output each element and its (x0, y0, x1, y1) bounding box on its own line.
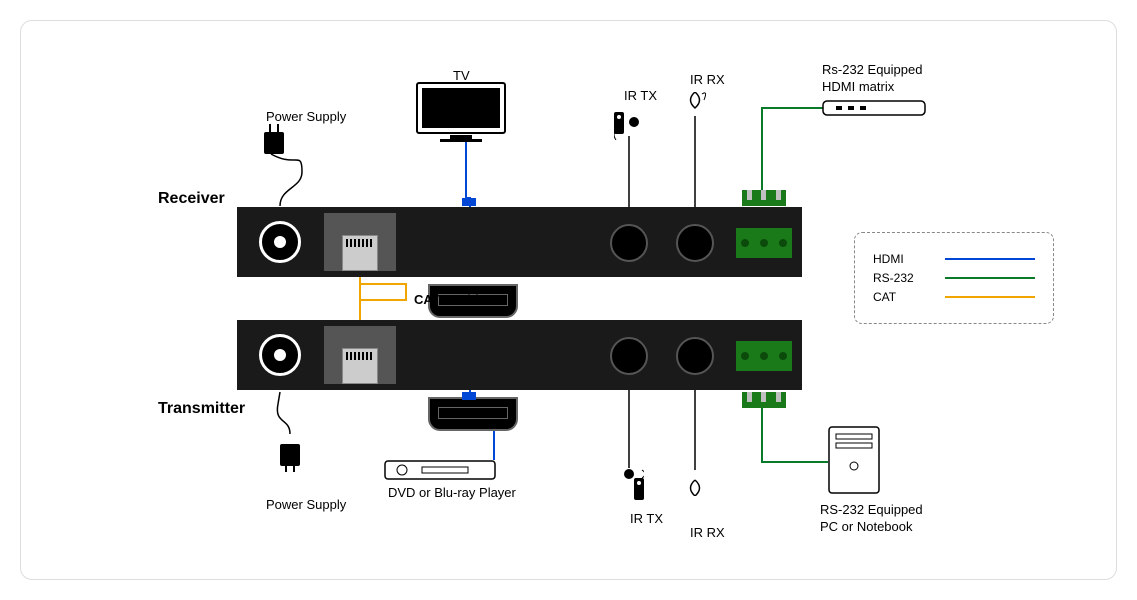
rs232-matrix-label-2: HDMI matrix (822, 79, 894, 94)
tv-label: TV (453, 68, 470, 83)
transmitter-hdmi-port (428, 397, 518, 431)
power-adapter-bottom (276, 436, 306, 477)
tv-icon (416, 82, 506, 149)
ir-tx-bottom-icon (614, 468, 644, 507)
transmitter-phoenix-port (736, 341, 792, 371)
legend-line (945, 296, 1035, 298)
legend-label: HDMI (873, 252, 904, 266)
legend-box: HDMI RS-232 CAT (854, 232, 1054, 324)
transmitter-label: Transmitter (158, 400, 245, 418)
receiver-phoenix-port (736, 228, 792, 258)
dvd-player-icon (384, 460, 496, 487)
legend-line (945, 277, 1035, 279)
ir-rx-bottom-icon (684, 470, 706, 501)
receiver-irrx-jack (676, 224, 714, 262)
rj45-plug-icon (342, 348, 378, 384)
legend-line (945, 258, 1035, 260)
legend-label: RS-232 (873, 271, 914, 285)
transmitter-irrx-jack (676, 337, 714, 375)
transmitter-rj45-port (324, 326, 396, 384)
transmitter-bar (237, 320, 802, 390)
transmitter-irtx-jack (610, 337, 648, 375)
receiver-dc-port (259, 221, 301, 263)
ir-rx-top-icon (684, 92, 706, 123)
receiver-bar (237, 207, 802, 277)
legend-row-rs-232: RS-232 (873, 271, 1035, 285)
hdmi-matrix-icon (822, 100, 926, 123)
rs232-pc-label: RS-232 Equipped PC or Notebook (820, 502, 923, 536)
legend-row-hdmi: HDMI (873, 252, 1035, 266)
transmitter-dc-port (259, 334, 301, 376)
cat6-label: CAT6 Cable (414, 292, 486, 307)
rs232-matrix-label: Rs-232 Equipped HDMI matrix (822, 62, 922, 96)
hdmi-plug-bottom (462, 392, 476, 400)
ir-tx-top-label: IR TX (624, 88, 657, 103)
pc-tower-icon (828, 426, 880, 501)
ir-tx-top-icon (614, 106, 644, 145)
phoenix-plug-bottom (742, 392, 786, 408)
phoenix-plug-top (742, 190, 786, 206)
ir-rx-bottom-label: IR RX (690, 525, 725, 540)
dvd-label: DVD or Blu-ray Player (388, 485, 516, 500)
power-supply-bottom-label: Power Supply (266, 497, 346, 512)
receiver-label: Receiver (158, 190, 225, 208)
rs232-pc-label-2: PC or Notebook (820, 519, 913, 534)
rj45-plug-icon (342, 235, 378, 271)
receiver-rj45-port (324, 213, 396, 271)
legend-row-cat: CAT (873, 290, 1035, 304)
ir-rx-top-label: IR RX (690, 72, 725, 87)
power-supply-top-label: Power Supply (266, 109, 346, 124)
ir-tx-bottom-label: IR TX (630, 511, 663, 526)
rs232-matrix-label-1: Rs-232 Equipped (822, 62, 922, 77)
power-adapter-top (260, 124, 290, 165)
legend-label: CAT (873, 290, 896, 304)
rs232-pc-label-1: RS-232 Equipped (820, 502, 923, 517)
receiver-irtx-jack (610, 224, 648, 262)
hdmi-plug-top (462, 198, 476, 206)
